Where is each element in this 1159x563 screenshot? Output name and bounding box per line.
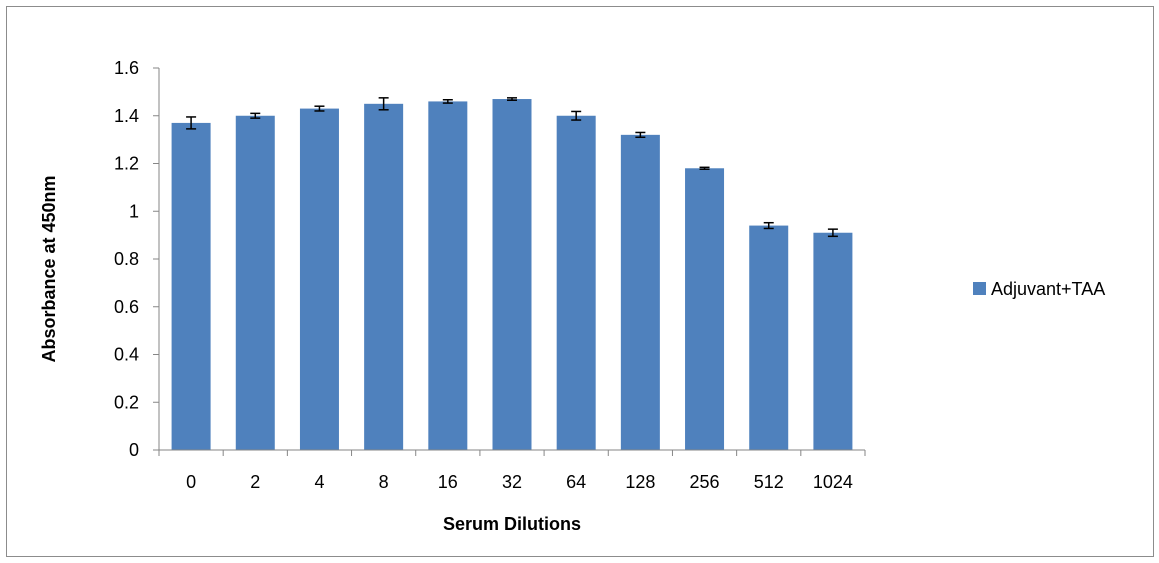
x-axis-title: Serum Dilutions xyxy=(443,514,581,534)
legend: Adjuvant+TAA xyxy=(973,279,1105,299)
bar xyxy=(492,99,532,450)
y-tick-label: 0.4 xyxy=(114,345,139,365)
x-axis-ticks: 0 2 4 8 16 32 64 128 256 512 1024 xyxy=(158,450,866,492)
legend-swatch xyxy=(973,282,986,295)
y-tick-label: 0 xyxy=(129,440,139,460)
y-tick-label: 0.2 xyxy=(114,392,139,412)
y-tick-label: 1.4 xyxy=(114,106,139,126)
y-tick-label: 0.8 xyxy=(114,249,139,269)
bar xyxy=(364,103,404,450)
x-tick-label: 1024 xyxy=(813,472,853,492)
y-tick-label: 1 xyxy=(129,201,139,221)
bar xyxy=(813,232,853,450)
y-tick-label: 0.6 xyxy=(114,297,139,317)
bar xyxy=(299,108,339,451)
bar xyxy=(428,101,468,451)
error-bar xyxy=(442,99,453,104)
y-axis-ticks: 0 0.2 0.4 0.6 0.8 1 1.2 1.4 1.6 xyxy=(114,58,159,460)
bar xyxy=(171,122,211,450)
error-bar xyxy=(250,112,261,119)
x-tick-label: 512 xyxy=(754,472,784,492)
error-bar xyxy=(571,110,582,121)
x-tick-label: 128 xyxy=(625,472,655,492)
bar xyxy=(620,134,660,450)
error-bar xyxy=(699,166,710,170)
x-tick-label: 256 xyxy=(690,472,720,492)
legend-label: Adjuvant+TAA xyxy=(991,279,1105,299)
y-axis-title: Absorbance at 450nm xyxy=(39,175,59,362)
bar xyxy=(556,115,596,450)
x-tick-label: 2 xyxy=(250,472,260,492)
x-tick-label: 0 xyxy=(186,472,196,492)
error-bar xyxy=(378,97,389,111)
x-tick-label: 64 xyxy=(566,472,586,492)
x-tick-label: 32 xyxy=(502,472,522,492)
error-bar xyxy=(763,221,774,230)
y-tick-label: 1.2 xyxy=(114,154,139,174)
error-bar xyxy=(635,131,646,138)
x-tick-label: 4 xyxy=(314,472,324,492)
x-tick-label: 8 xyxy=(379,472,389,492)
bar xyxy=(749,225,789,450)
y-tick-label: 1.6 xyxy=(114,58,139,78)
bar xyxy=(685,168,725,450)
error-bar xyxy=(314,105,325,112)
x-tick-label: 16 xyxy=(438,472,458,492)
error-bar xyxy=(507,97,517,101)
bar xyxy=(235,115,275,450)
bars-group xyxy=(171,97,853,451)
error-bar xyxy=(186,116,197,130)
error-bar xyxy=(827,228,838,238)
